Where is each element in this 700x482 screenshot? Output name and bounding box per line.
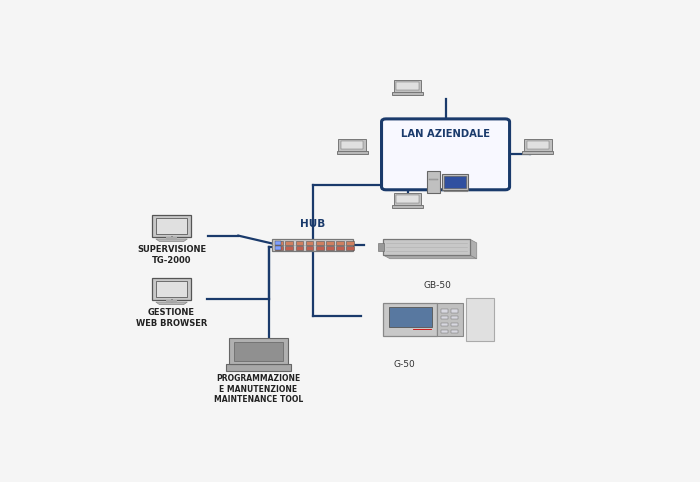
Bar (396, 81, 419, 90)
Bar (166, 237, 177, 239)
Bar (336, 241, 344, 245)
Bar (440, 316, 448, 320)
Polygon shape (156, 239, 188, 241)
Bar (396, 195, 419, 203)
Text: PROGRAMMAZIONE
E MANUTENZIONE
MAINTENANCE TOOL: PROGRAMMAZIONE E MANUTENZIONE MAINTENANC… (214, 375, 303, 404)
Bar (275, 241, 283, 245)
Bar (295, 241, 303, 245)
Bar (316, 241, 323, 245)
Bar (326, 241, 334, 245)
Bar (440, 323, 448, 326)
FancyBboxPatch shape (338, 139, 366, 151)
Bar (156, 281, 188, 297)
Bar (451, 316, 458, 320)
FancyBboxPatch shape (272, 239, 354, 251)
FancyBboxPatch shape (393, 80, 421, 92)
Bar (306, 241, 314, 245)
FancyBboxPatch shape (466, 298, 494, 341)
Polygon shape (470, 239, 477, 259)
FancyBboxPatch shape (383, 303, 438, 336)
Bar (378, 243, 384, 251)
FancyBboxPatch shape (524, 139, 552, 151)
FancyBboxPatch shape (382, 119, 510, 190)
FancyBboxPatch shape (393, 193, 421, 205)
Text: GESTIONE
WEB BROWSER: GESTIONE WEB BROWSER (136, 308, 207, 328)
Bar (346, 241, 354, 245)
FancyBboxPatch shape (427, 171, 440, 193)
FancyBboxPatch shape (337, 151, 368, 154)
Bar (286, 241, 293, 245)
FancyBboxPatch shape (152, 215, 191, 237)
Bar (286, 246, 293, 250)
FancyBboxPatch shape (522, 151, 553, 154)
FancyBboxPatch shape (392, 92, 423, 95)
Bar (166, 300, 177, 302)
Bar (451, 309, 458, 313)
Bar (429, 178, 438, 180)
FancyBboxPatch shape (383, 239, 470, 255)
Bar (275, 246, 283, 250)
FancyBboxPatch shape (152, 279, 191, 300)
Bar (451, 323, 458, 326)
Polygon shape (383, 255, 477, 259)
Bar (306, 246, 314, 250)
Text: G-50: G-50 (394, 361, 416, 369)
Bar (234, 342, 283, 361)
Bar (336, 246, 344, 250)
Bar (274, 246, 281, 250)
Bar (389, 308, 432, 327)
FancyBboxPatch shape (229, 338, 288, 364)
Bar (440, 330, 448, 333)
Bar (451, 330, 458, 333)
Bar (526, 141, 549, 149)
FancyBboxPatch shape (442, 174, 468, 190)
Bar (440, 309, 448, 313)
Text: SUPERVISIONE
TG-2000: SUPERVISIONE TG-2000 (137, 245, 206, 265)
Text: GB-50: GB-50 (424, 281, 452, 290)
Text: HUB: HUB (300, 219, 326, 229)
Text: LAN AZIENDALE: LAN AZIENDALE (401, 129, 490, 138)
Bar (274, 241, 281, 245)
Bar (316, 246, 323, 250)
Bar (295, 246, 303, 250)
Bar (444, 176, 466, 187)
Polygon shape (156, 302, 188, 305)
Bar (341, 141, 363, 149)
Bar (156, 218, 188, 234)
Bar (326, 246, 334, 250)
FancyBboxPatch shape (438, 303, 463, 336)
FancyBboxPatch shape (392, 205, 423, 208)
FancyBboxPatch shape (226, 364, 290, 372)
Bar (346, 246, 354, 250)
